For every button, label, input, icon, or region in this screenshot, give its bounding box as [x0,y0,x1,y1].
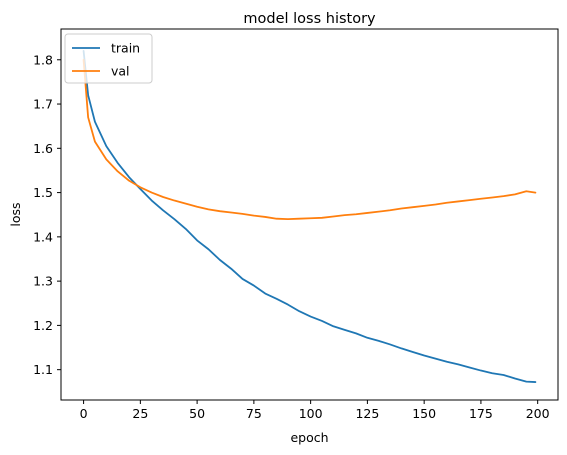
x-tick-label: 175 [469,406,493,421]
x-tick-label: 25 [132,406,148,421]
x-axis-ticks: 0 25 50 75 100 125 150 175 200 [80,400,550,421]
chart-title: model loss history [243,11,376,27]
legend-label-train: train [111,41,140,56]
x-tick-label: 0 [80,406,88,421]
series-line-train [82,50,537,383]
series-line-val [82,58,537,221]
plot-area [60,28,559,401]
x-tick-label: 150 [412,406,436,421]
x-tick-label: 50 [189,406,205,421]
y-tick-label: 1.2 [33,318,53,333]
y-axis-ticks: 1.1 1.2 1.3 1.4 1.5 1.6 1.7 1.8 [33,52,61,377]
y-tick-label: 1.8 [33,52,53,67]
series-lines [82,50,537,383]
y-tick-label: 1.5 [33,185,53,200]
x-axis-label: epoch [290,430,328,445]
y-tick-label: 1.1 [33,362,53,377]
legend: train val [64,33,153,84]
legend-label-val: val [111,64,130,79]
y-tick-label: 1.3 [33,274,53,289]
y-tick-label: 1.7 [33,97,53,112]
x-tick-label: 75 [246,406,262,421]
y-tick-label: 1.6 [33,141,53,156]
y-axis-label: loss [8,202,23,226]
x-tick-label: 100 [299,406,323,421]
x-tick-label: 125 [355,406,379,421]
x-tick-label: 200 [526,406,550,421]
y-tick-label: 1.4 [33,229,53,244]
